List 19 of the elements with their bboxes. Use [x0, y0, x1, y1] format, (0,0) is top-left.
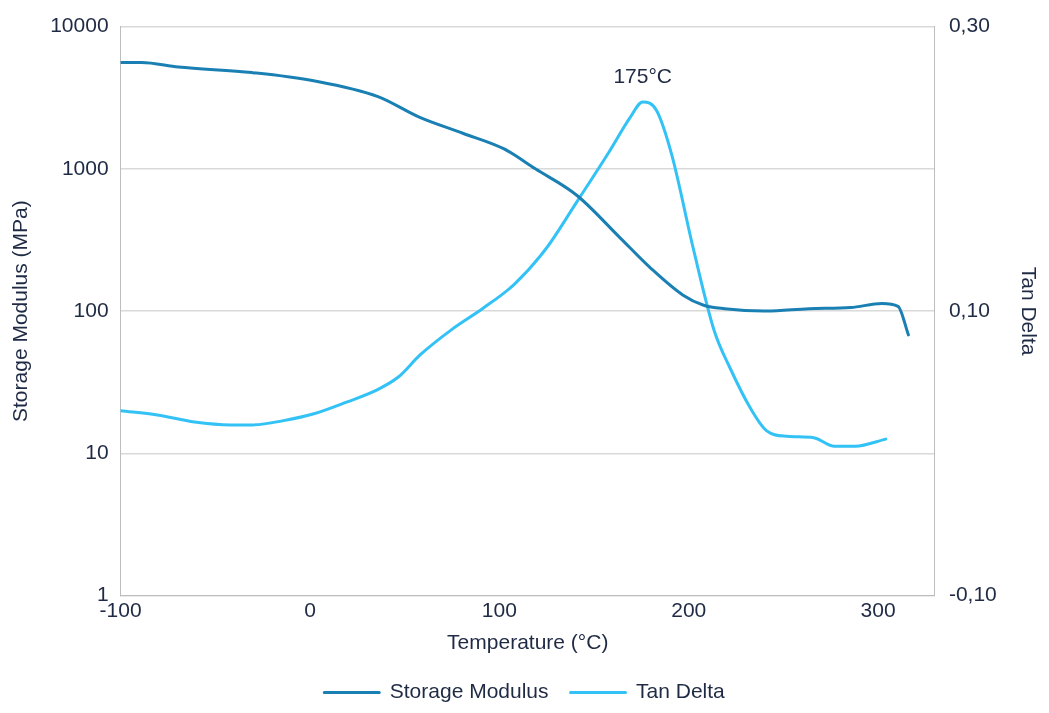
legend-label: Tan Delta — [636, 679, 726, 703]
x-tick-label: 200 — [671, 598, 707, 621]
y2-tick-label: -0,10 — [948, 582, 997, 606]
x-tick-label: 0 — [304, 598, 316, 621]
x-tick-label: 100 — [481, 598, 517, 621]
y2-tick-label: 0,10 — [948, 297, 990, 321]
legend-label: Storage Modulus — [389, 679, 549, 703]
line-series — [120, 60, 910, 337]
y-tick-label: 1000 — [61, 155, 109, 179]
y-tick-label: 100 — [73, 297, 109, 321]
y-axis-title: Storage Modulus (MPa) — [8, 200, 32, 422]
y2-tick-label: 0,30 — [948, 13, 990, 37]
y-tick-label: 10000 — [50, 13, 109, 37]
annotation: 175°C — [613, 64, 673, 88]
y-tick-label: 10 — [85, 440, 109, 464]
y2-axis-title: Tan Delta — [1017, 266, 1041, 356]
line-series — [120, 100, 888, 448]
x-axis-title: Temperature (°C) — [447, 630, 609, 654]
x-tick-label: 300 — [860, 598, 896, 621]
